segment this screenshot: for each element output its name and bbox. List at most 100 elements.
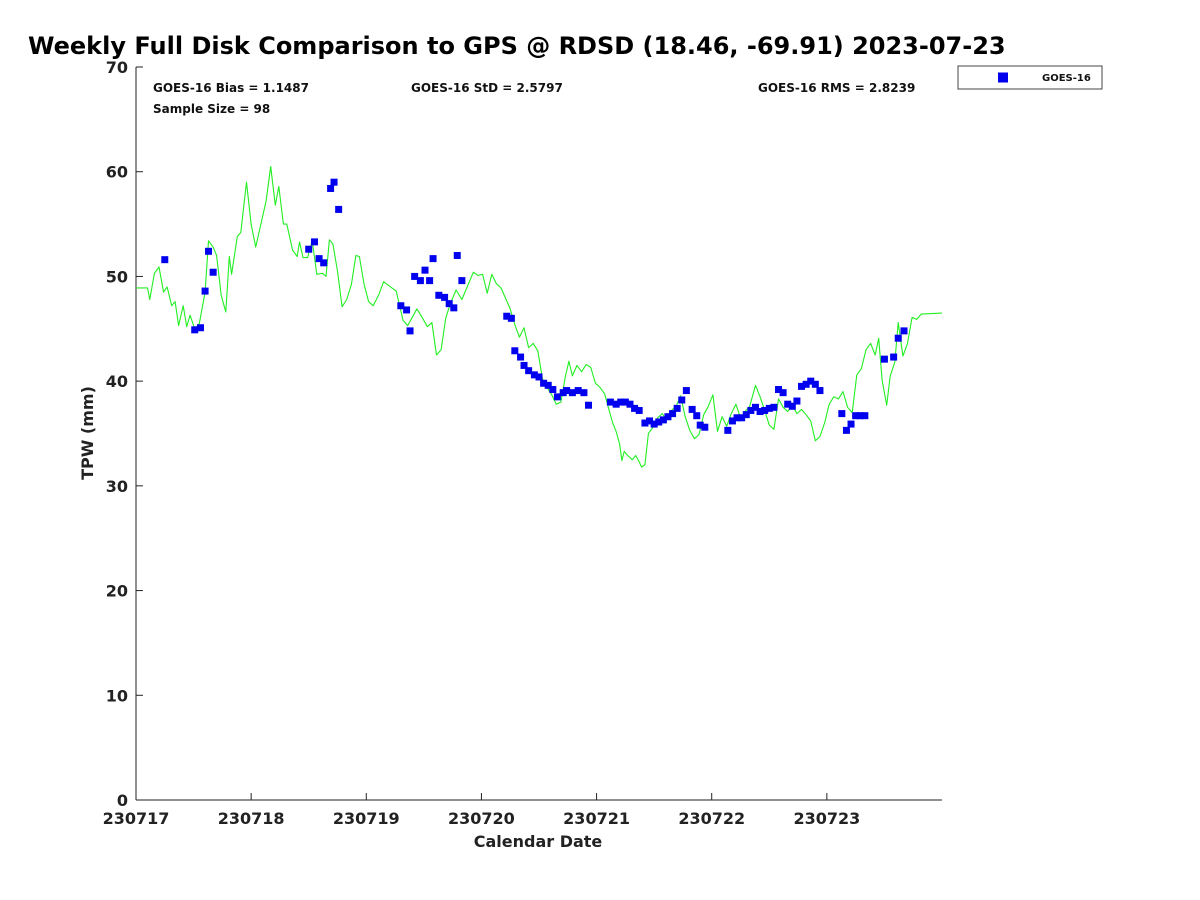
- goes16-point: [838, 410, 846, 418]
- goes16-point: [450, 304, 458, 312]
- goes16-point: [320, 259, 328, 267]
- goes16-point: [802, 380, 810, 388]
- x-tick-label: 230722: [678, 809, 745, 828]
- goes16-point: [890, 353, 898, 361]
- goes16-point: [305, 245, 313, 253]
- y-tick-label: 10: [106, 686, 128, 705]
- x-tick-label: 230719: [333, 809, 400, 828]
- goes16-point: [606, 398, 614, 406]
- goes16-point: [770, 403, 778, 411]
- sample-size-stat: Sample Size = 98: [153, 102, 270, 116]
- goes16-point: [682, 387, 690, 395]
- goes16-point: [411, 272, 419, 280]
- goes16-point: [811, 380, 819, 388]
- goes16-point: [852, 412, 860, 420]
- goes16-point: [900, 327, 908, 335]
- goes16-point: [861, 412, 869, 420]
- plot-area: [135, 67, 942, 801]
- x-tick-label: 230720: [448, 809, 515, 828]
- goes16-point: [641, 419, 649, 427]
- goes16-point: [563, 387, 571, 395]
- goes16-point: [761, 406, 769, 414]
- goes16-point: [540, 379, 548, 387]
- goes16-point: [626, 400, 634, 408]
- y-axis-label: TPW (mm): [78, 386, 97, 480]
- legend-box: [957, 65, 1103, 90]
- goes16-point: [453, 251, 461, 259]
- goes16-point: [330, 178, 338, 186]
- goes16-point: [503, 312, 511, 320]
- goes16-point: [335, 205, 343, 213]
- goes16-point: [856, 412, 864, 420]
- goes16-point: [205, 247, 213, 255]
- goes16-point: [701, 423, 709, 431]
- goes16-point: [765, 404, 773, 412]
- goes16-point: [816, 387, 824, 395]
- goes16-point: [535, 373, 543, 381]
- goes16-point: [742, 411, 750, 419]
- goes16-point: [621, 398, 629, 406]
- goes16-point: [788, 402, 796, 410]
- x-tick-label: 230717: [103, 809, 170, 828]
- x-axis-ticks: 230717 230718 230719 230720 230721 230722 2307…: [103, 793, 860, 828]
- y-tick-label: 60: [106, 163, 128, 182]
- goes16-point: [406, 327, 414, 335]
- x-tick-label: 230723: [793, 809, 860, 828]
- goes16-point: [793, 397, 801, 405]
- goes16-point: [511, 347, 519, 355]
- goes16-point: [779, 389, 787, 397]
- goes16-point: [209, 268, 217, 276]
- goes16-point: [693, 412, 701, 420]
- goes16-point: [724, 426, 732, 434]
- goes16-point: [191, 326, 199, 334]
- goes16-point: [520, 361, 528, 369]
- goes16-point: [751, 403, 759, 411]
- goes16-point: [327, 184, 335, 192]
- goes16-point: [441, 293, 449, 301]
- goes16-point: [429, 255, 437, 263]
- x-tick-label: 230718: [218, 809, 285, 828]
- goes16-point: [416, 277, 424, 285]
- rms-stat: GOES-16 RMS = 2.8239: [758, 81, 915, 95]
- goes16-point: [655, 418, 663, 426]
- goes16-point: [728, 417, 736, 425]
- goes16-point: [842, 426, 850, 434]
- goes16-point: [673, 404, 681, 412]
- goes16-point: [659, 416, 667, 424]
- goes16-point: [507, 314, 515, 322]
- goes16-point: [646, 417, 654, 425]
- y-axis-ticks: 0 10 20 30 40 50 60 70: [106, 58, 143, 810]
- goes16-point: [201, 287, 209, 295]
- goes16-point: [403, 306, 411, 314]
- y-tick-label: 40: [106, 372, 128, 391]
- goes16-point: [774, 386, 782, 394]
- goes16-point: [650, 420, 658, 428]
- goes16-point: [517, 353, 525, 361]
- goes16-point: [612, 400, 620, 408]
- goes16-point: [669, 410, 677, 418]
- goes16-point: [756, 408, 764, 416]
- goes16-point: [397, 302, 405, 310]
- std-stat: GOES-16 StD = 2.5797: [411, 81, 563, 95]
- goes16-point: [161, 256, 169, 264]
- y-tick-label: 50: [106, 267, 128, 286]
- y-tick-label: 0: [117, 791, 128, 810]
- goes16-point: [807, 377, 815, 385]
- goes16-point: [784, 400, 792, 408]
- y-tick-label: 70: [106, 58, 128, 77]
- goes16-point: [894, 334, 902, 342]
- goes16-point: [738, 414, 746, 422]
- goes16-point: [688, 405, 696, 413]
- goes16-point: [580, 389, 588, 397]
- goes16-point: [553, 393, 561, 401]
- y-tick-label: 20: [106, 582, 128, 601]
- legend-marker: [998, 72, 1008, 83]
- goes16-series: [161, 178, 908, 434]
- goes16-point: [733, 414, 741, 422]
- gps-line: [136, 165, 943, 468]
- goes16-point: [635, 406, 643, 414]
- goes16-point: [664, 413, 672, 421]
- goes16-point: [747, 406, 755, 414]
- goes16-point: [617, 398, 625, 406]
